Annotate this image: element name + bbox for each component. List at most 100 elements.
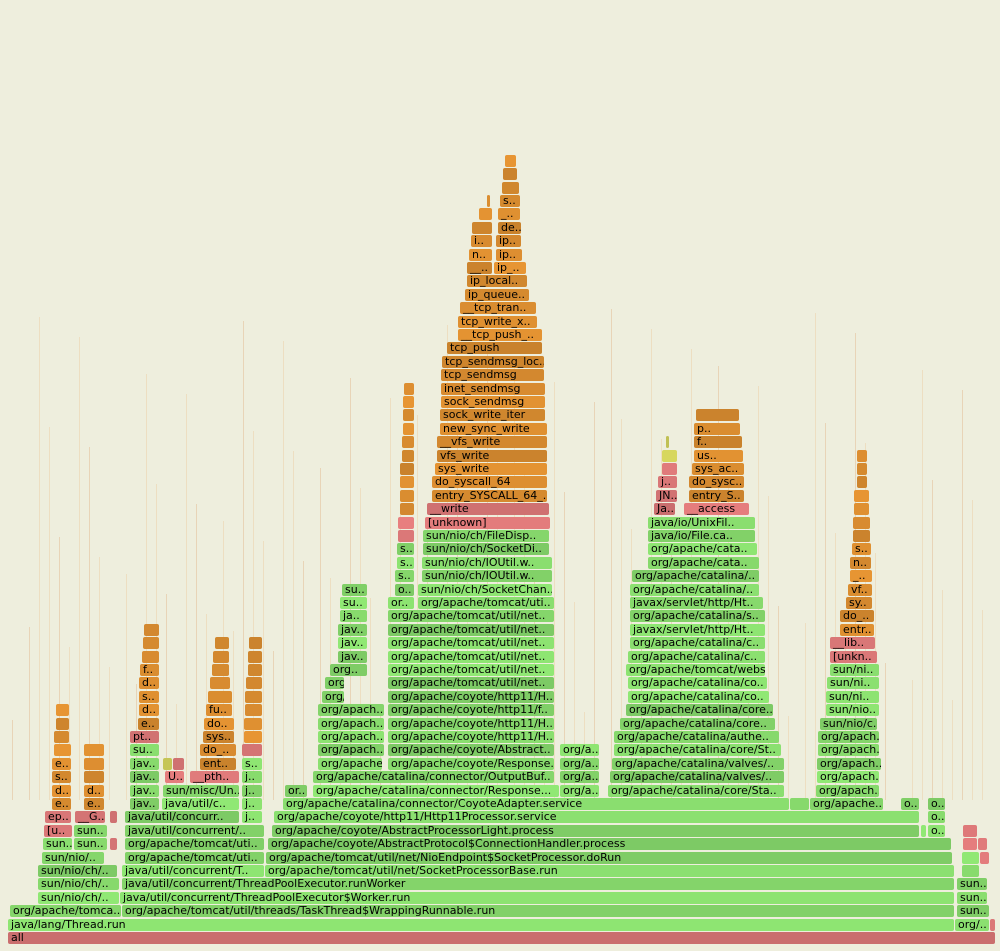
frame[interactable]: us.. [694,449,743,462]
frame[interactable] [54,731,69,743]
frame[interactable]: jav.. [338,650,367,663]
frame[interactable] [853,530,870,542]
frame[interactable]: org/apach.. [818,731,879,743]
frame[interactable]: j.. [242,784,262,797]
frame[interactable]: jav.. [130,784,159,797]
frame[interactable]: java/util/concurr.. [125,811,239,824]
frame[interactable]: tcp_write_x.. [458,315,537,328]
frame[interactable]: org/apache/coyote/http11/Http11Processor… [274,811,919,824]
frame[interactable]: ip.. [496,235,521,248]
frame[interactable]: sys_ac.. [692,463,744,475]
frame[interactable] [662,449,677,462]
frame[interactable]: java/util/c.. [162,798,239,810]
frame[interactable]: ep.. [45,811,71,824]
frame[interactable]: sun/ni.. [826,690,879,703]
frame[interactable]: su.. [340,597,367,609]
frame[interactable] [696,409,739,422]
frame[interactable]: do.. [204,717,234,730]
frame[interactable] [248,650,262,663]
frame[interactable]: org/apach.. [318,731,384,743]
frame[interactable] [244,717,262,730]
frame[interactable] [400,503,414,516]
frame[interactable]: org/apache/catalina/core/St.. [614,744,781,757]
frame[interactable]: [u.. [44,824,72,837]
frame[interactable]: org/apache/coyote/AbstractProcessorLight… [272,824,919,837]
frame[interactable] [962,851,979,864]
frame[interactable]: org/apache/catalina/connector/OutputBuf.… [313,771,554,784]
frame[interactable] [398,516,414,529]
frame[interactable]: sock_sendmsg [441,396,545,408]
frame[interactable] [487,195,490,207]
frame[interactable]: __.. [467,262,492,274]
frame[interactable] [402,436,414,449]
frame[interactable]: s.. [397,543,414,556]
frame[interactable]: U.. [165,771,184,784]
frame[interactable] [213,650,229,663]
frame[interactable]: sun/nio/ch/SocketChan.. [418,583,552,596]
frame[interactable] [403,396,414,408]
frame[interactable]: org/apache/coyote/http11/H.. [388,717,554,730]
frame[interactable] [963,838,977,851]
frame[interactable]: sun.. [74,824,107,837]
frame[interactable] [84,744,104,757]
frame[interactable] [402,449,414,462]
frame[interactable] [978,838,987,851]
frame[interactable]: org/apache/catalina/connector/CoyoteAdap… [283,798,789,810]
frame[interactable] [854,503,869,516]
frame[interactable] [666,436,669,449]
frame[interactable]: e.. [52,798,71,810]
frame[interactable]: org/apache/coyote/Response... [388,757,554,770]
frame[interactable]: org/apache/catalina/c.. [628,650,765,663]
frame[interactable]: org/apache.. [810,798,883,810]
frame[interactable] [921,824,926,837]
frame[interactable]: ent.. [200,757,236,770]
frame[interactable]: o.. [928,811,945,824]
frame[interactable] [790,798,809,810]
frame[interactable] [472,221,492,234]
frame[interactable]: java/util/concurrent/ThreadPoolExecutor$… [120,891,954,904]
frame[interactable] [56,704,69,717]
frame[interactable]: ip.. [496,248,522,261]
frame[interactable]: su.. [130,744,159,757]
frame[interactable]: or.. [388,597,414,609]
frame[interactable]: org/apache/catalina/.. [632,570,759,583]
frame[interactable]: jav.. [130,757,159,770]
frame[interactable]: [unknown] [425,516,550,529]
frame[interactable] [210,677,230,690]
frame[interactable]: org/apache/tomcat/util/net.. [388,623,554,636]
frame[interactable]: vfs_write [437,449,547,462]
frame[interactable]: __lib.. [830,637,875,650]
frame[interactable] [400,476,414,489]
frame[interactable]: java/io/File.ca.. [648,530,755,542]
frame[interactable]: sun.. [957,891,987,904]
frame[interactable]: org/apache/tomcat/util/net.. [388,677,554,690]
frame[interactable]: org/apache/catalina/connector/Response..… [313,784,559,797]
frame[interactable]: javax/servlet/http/Ht.. [630,623,765,636]
frame[interactable]: d.. [84,784,104,797]
frame[interactable]: org/apache/coyote/http11/H.. [388,731,554,743]
frame[interactable]: __tcp_tran.. [460,302,536,315]
frame[interactable]: s.. [139,690,159,703]
frame[interactable] [242,744,262,757]
frame[interactable]: org/apache/tomcat/webs.. [626,664,765,676]
frame[interactable]: jav.. [130,798,159,810]
frame[interactable]: o.. [928,824,945,837]
frame[interactable]: e.. [138,717,159,730]
frame[interactable]: org/apache/catalina/valves/.. [610,771,784,784]
frame[interactable]: j.. [658,476,677,489]
frame[interactable]: entry_SYSCALL_64_.. [432,489,547,502]
frame[interactable]: org/apach.. [816,784,879,797]
frame[interactable]: org/apach.. [818,744,879,757]
frame[interactable]: sy.. [846,597,872,609]
frame[interactable] [84,757,104,770]
frame[interactable] [857,449,867,462]
frame[interactable]: su.. [342,583,367,596]
frame[interactable]: sun/nio/ch/.. [38,878,119,891]
frame[interactable]: org/apach.. [318,744,384,757]
frame[interactable]: sun/nio/ch/.. [38,865,117,877]
frame[interactable]: de.. [498,221,521,234]
frame[interactable]: sun/misc/Un.. [163,784,239,797]
frame[interactable]: do_syscall_64 [432,476,547,489]
frame[interactable] [403,422,414,435]
frame[interactable]: org/apache/coyote/AbstractProtocol$Conne… [268,838,951,851]
